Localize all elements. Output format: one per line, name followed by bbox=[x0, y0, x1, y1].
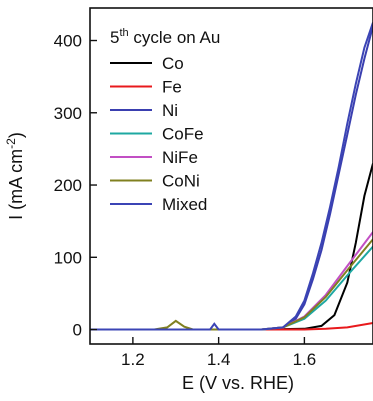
axis-layer: 1.2 1.4 1.6 0 100 200 300 400 bbox=[54, 32, 317, 369]
x-tick-label: 1.6 bbox=[293, 350, 317, 369]
y-tick-label: 200 bbox=[54, 176, 82, 195]
series-line-nife bbox=[90, 231, 373, 331]
legend-label-mixed: Mixed bbox=[162, 195, 207, 214]
x-tick-label: 1.4 bbox=[207, 350, 231, 369]
legend-label-cofe: CoFe bbox=[162, 125, 204, 144]
series-line-coni bbox=[90, 238, 373, 331]
legend-label-fe: Fe bbox=[162, 78, 182, 97]
y-axis-label-end: ) bbox=[6, 132, 26, 138]
legend-label-nife: NiFe bbox=[162, 148, 198, 167]
series-line-mixed bbox=[90, 22, 373, 331]
x-axis-label: E (V vs. RHE) bbox=[182, 373, 294, 393]
y-tick-label: 100 bbox=[54, 248, 82, 267]
series-line-ni bbox=[90, 25, 373, 331]
y-tick-label: 0 bbox=[73, 321, 82, 340]
legend-title-superscript: th bbox=[119, 27, 128, 39]
legend-label-ni: Ni bbox=[162, 101, 178, 120]
series-line-co bbox=[90, 163, 373, 331]
legend-title-number: 5 bbox=[110, 28, 119, 47]
series-layer bbox=[90, 22, 373, 331]
x-tick-label: 1.2 bbox=[121, 350, 145, 369]
legend-title-rest: cycle on Au bbox=[129, 28, 221, 47]
y-axis-label: I (mA cm-2) bbox=[4, 132, 26, 220]
plot-frame bbox=[89, 7, 373, 345]
legend-label-co: Co bbox=[162, 54, 184, 73]
legend-label-coni: CoNi bbox=[162, 172, 200, 191]
y-tick-label: 400 bbox=[54, 32, 82, 51]
y-tick-label: 300 bbox=[54, 104, 82, 123]
y-axis-label-superscript: -2 bbox=[4, 138, 18, 149]
y-axis-label-main: I (mA cm bbox=[6, 149, 26, 220]
legend-title: 5th cycle on Au bbox=[110, 27, 220, 47]
